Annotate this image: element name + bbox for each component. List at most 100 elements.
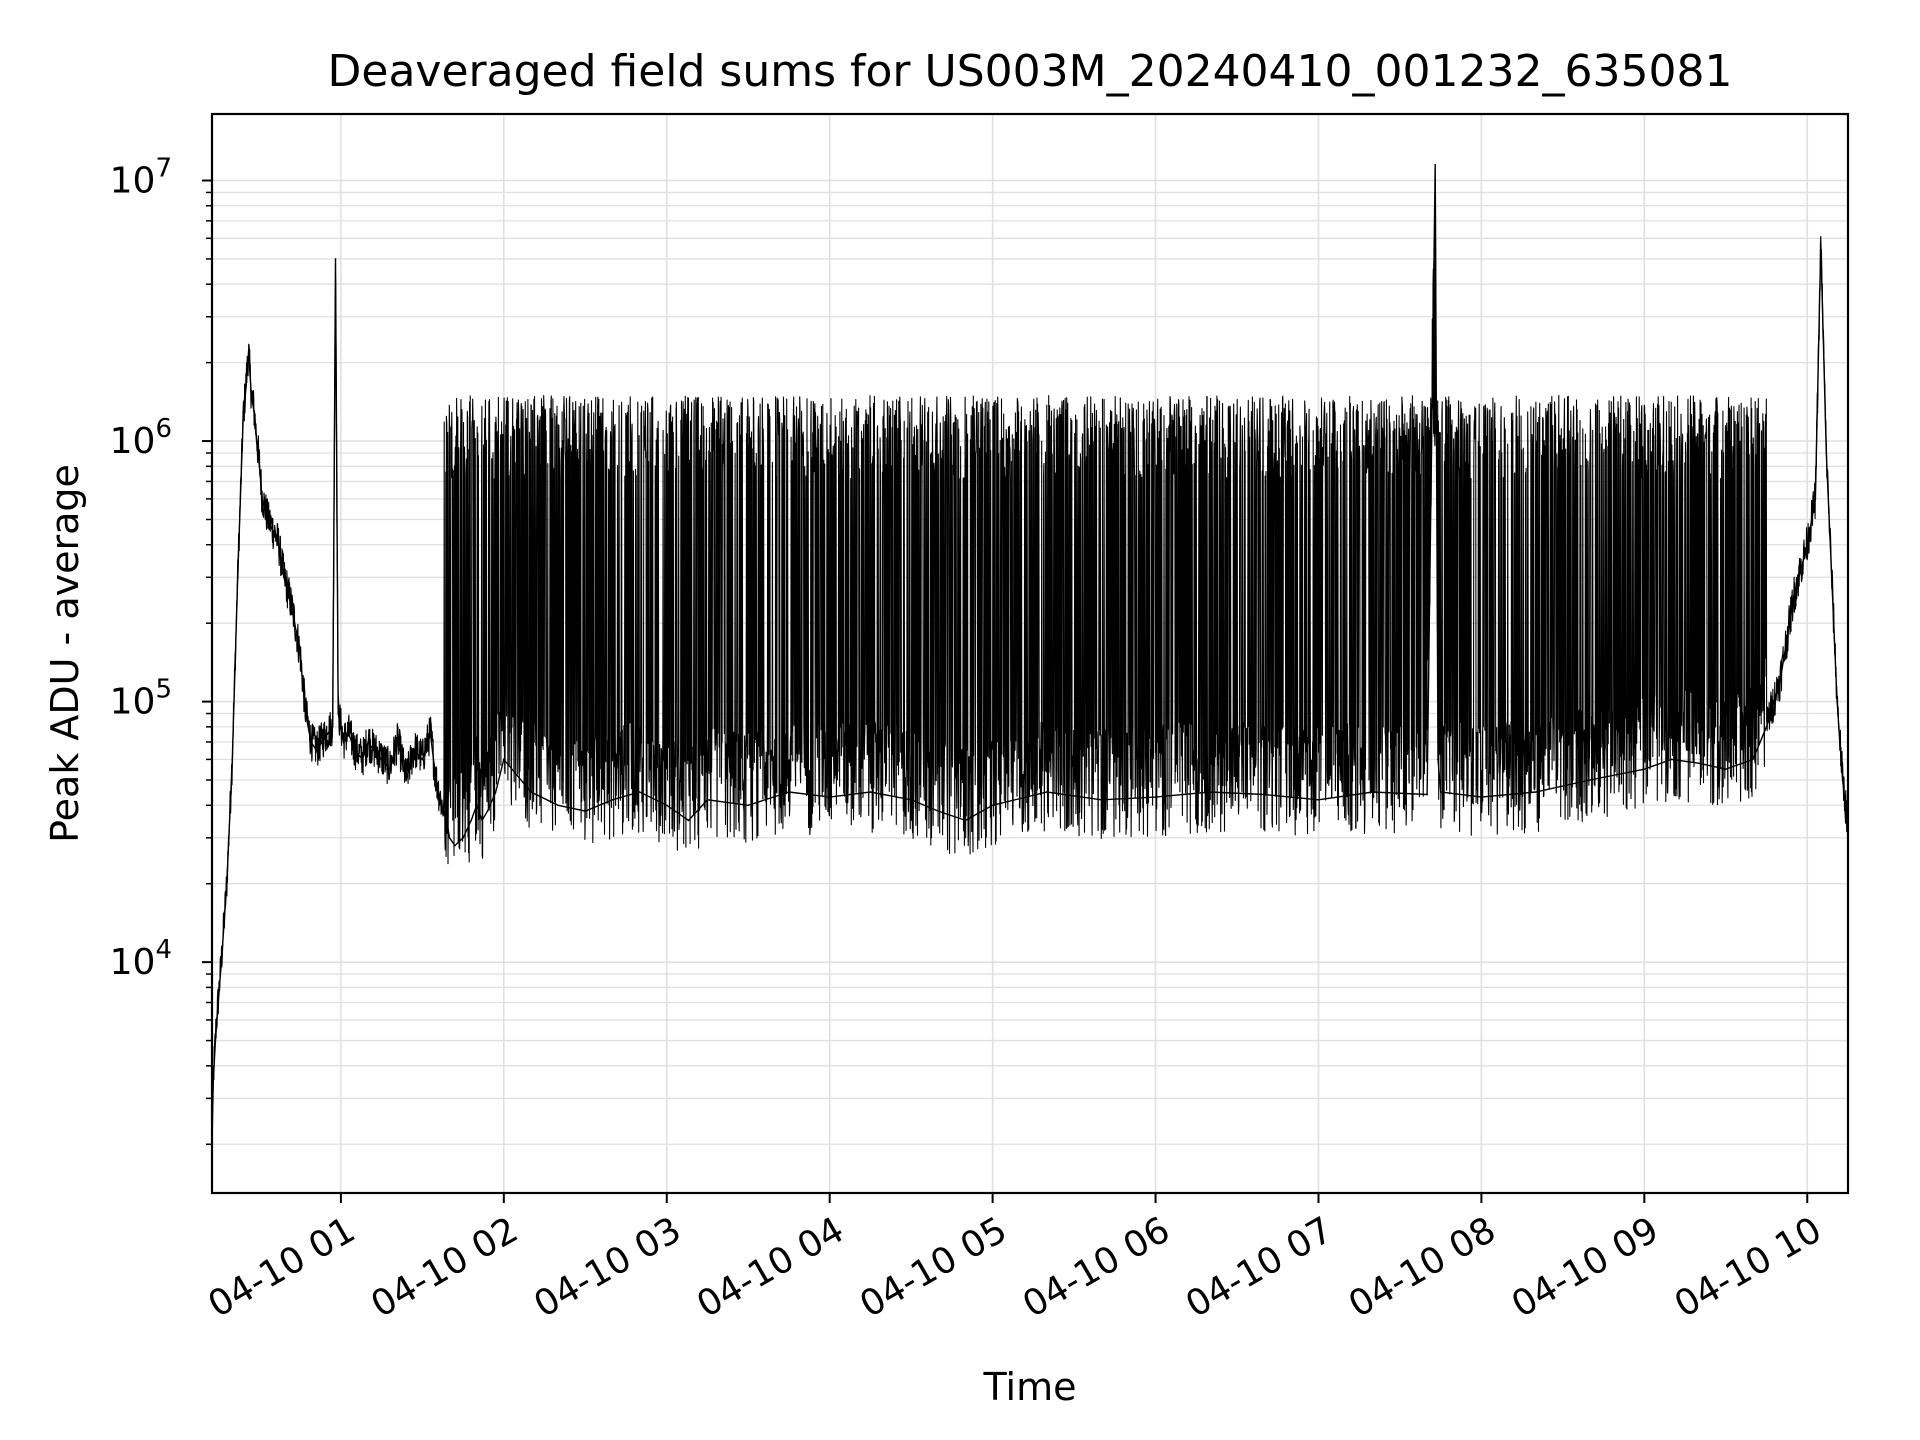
data-point [293,622,296,624]
data-point [1643,768,1646,770]
data-point [462,837,464,839]
data-point [1820,243,1822,245]
x-tick-label: 04-10 03 [527,1209,688,1325]
data-point [255,440,258,442]
data-point [481,819,483,822]
data-point [1670,758,1673,761]
data-point [470,819,473,822]
data-point [446,819,448,822]
data-point [1725,768,1727,770]
x-tick-label: 04-10 05 [853,1209,1014,1325]
y-axis-title: Peak ADU - average [43,464,87,843]
x-axis-title: Time [983,1365,1077,1409]
data-point [334,258,337,260]
data-point [964,819,967,822]
data-point [494,791,497,793]
data-point [421,758,424,761]
data-point [253,410,255,413]
data-point [1836,700,1838,703]
data-point [283,576,285,579]
data-point [231,758,234,761]
data-point [666,804,668,807]
data-point [380,758,383,761]
data-point [266,518,269,521]
data-point [250,394,253,397]
series-line [212,196,1848,1136]
x-tick-label: 04-10 06 [1016,1209,1177,1325]
data-point [1426,793,1428,796]
data-point [304,712,307,715]
data-point [1589,779,1591,781]
data-point [440,804,443,807]
data-point [910,799,912,801]
y-tick-label: 106 [110,414,172,462]
x-tick-label: 04-10 10 [1668,1209,1829,1325]
data-point [342,741,345,743]
data-point [215,1029,217,1031]
data-point [1697,762,1700,764]
data-point [1439,791,1442,793]
data-point [503,758,505,761]
data-point [299,654,302,657]
data-point [1263,793,1265,796]
data-point [937,810,940,812]
data-point [348,733,350,735]
data-point [261,498,263,500]
x-tick-label: 04-10 02 [364,1209,525,1325]
data-point [557,804,559,807]
x-tick-label: 04-10 01 [202,1209,363,1325]
data-point [454,844,456,847]
data-point [687,819,690,822]
data-point [1100,799,1102,801]
data-point [706,799,709,801]
data-point [310,741,312,743]
data-point [611,799,614,801]
data-point [397,741,399,743]
data-point [220,961,223,963]
data-point [1841,779,1844,781]
data-point [1765,726,1768,728]
data-point [1825,452,1828,454]
data-point [1480,796,1483,798]
data-point [1814,498,1817,500]
data-point [247,351,250,353]
data-point [361,758,364,761]
data-point [258,465,261,468]
data-point [331,726,334,728]
x-tick-label: 04-10 07 [1179,1209,1340,1325]
data-point [584,810,587,812]
data-point [475,804,478,807]
data-point [1437,758,1439,761]
data-point [1154,796,1157,798]
data-point [236,576,239,579]
data-point [991,804,994,807]
data-point [1792,597,1795,599]
chart-title: Deaveraged field sums for US003M_2024041… [328,46,1733,97]
data-point [1317,799,1320,801]
data-point [638,791,641,793]
data-point [288,597,291,599]
x-tick-label: 04-10 09 [1505,1209,1666,1325]
data-point [435,779,437,781]
data-point [405,779,407,781]
data-point [326,733,329,735]
data-point [413,749,416,752]
data-point [372,749,375,752]
y-tick-label: 107 [110,154,172,202]
data-point [337,712,340,715]
data-point [486,810,489,812]
data-point [448,837,451,839]
data-point [1806,543,1809,546]
data-point [389,768,391,770]
data-point [315,749,318,752]
data-point [321,741,323,743]
data-point [1830,576,1833,579]
data-layer [212,163,1848,1146]
data-point [1209,791,1211,793]
data-point [1779,680,1781,682]
data-point [272,530,274,533]
data-point [1046,791,1048,793]
data-point [226,882,228,885]
data-point [367,741,369,743]
